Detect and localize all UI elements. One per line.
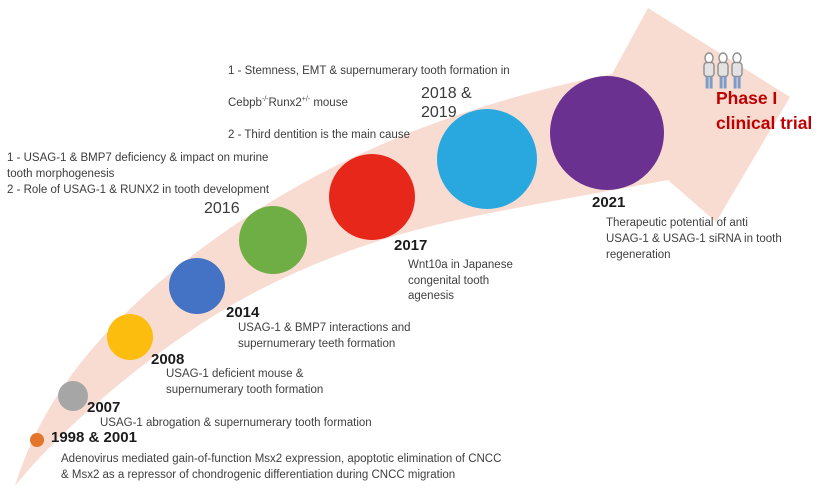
gene-tail: mouse <box>310 97 348 109</box>
year-label-2017: 2017 <box>394 237 428 254</box>
milestone-circle-2017 <box>329 154 415 240</box>
note-2018-line2: Cebpb-/-Runx2+/- mouse <box>228 95 510 111</box>
milestone-circle-2007 <box>58 381 88 411</box>
milestone-circle-2016 <box>239 206 307 274</box>
desc-1998-2001: Adenovirus mediated gain-of-function Msx… <box>61 453 502 481</box>
year-label-2016: 2016 <box>204 200 240 217</box>
desc-2007: USAG-1 abrogation & supernumerary tooth … <box>100 417 372 429</box>
note-2018-line1: 1 - Stemness, EMT & supernumerary tooth … <box>228 65 510 77</box>
year-label-2008: 2008 <box>151 351 185 368</box>
year-label-1998-2001: 1998 & 2001 <box>51 429 137 446</box>
desc-2008: USAG-1 deficient mouse & supernumerary t… <box>166 368 324 396</box>
year-label-2021: 2021 <box>592 194 626 211</box>
note-2018-line3: 2 - Third dentition is the main cause <box>228 129 410 141</box>
gene-cebpb-sup: -/- <box>261 96 269 104</box>
milestone-circle-2008 <box>107 314 153 360</box>
milestone-circle-2018-2019 <box>437 109 537 209</box>
people-icon <box>703 52 743 89</box>
desc-2017: Wnt10a in Japanese congenital tooth agen… <box>408 259 513 302</box>
milestone-circle-2014 <box>169 258 225 314</box>
year-label-2007: 2007 <box>87 399 121 416</box>
gene-cebpb: Cebpb <box>228 97 262 109</box>
year-label-2014: 2014 <box>226 304 260 321</box>
desc-2014: USAG-1 & BMP7 interactions and supernume… <box>238 322 411 350</box>
gene-runx2-sup: +/- <box>301 96 311 104</box>
milestone-circle-1998 <box>30 433 44 447</box>
milestone-circle-2021 <box>550 76 664 190</box>
gene-runx2: Runx2 <box>268 97 302 109</box>
note-2016: 1 - USAG-1 & BMP7 deficiency & impact on… <box>7 152 270 196</box>
phase-1-clinical-trial-label: Phase I clinical trial <box>716 88 813 133</box>
year-label-2018-2019: 2018 & 2019 <box>421 85 472 121</box>
desc-2021: Therapeutic potential of anti USAG-1 & U… <box>606 217 782 261</box>
note-2018-2019: 1 - Stemness, EMT & supernumerary tooth … <box>228 47 510 159</box>
